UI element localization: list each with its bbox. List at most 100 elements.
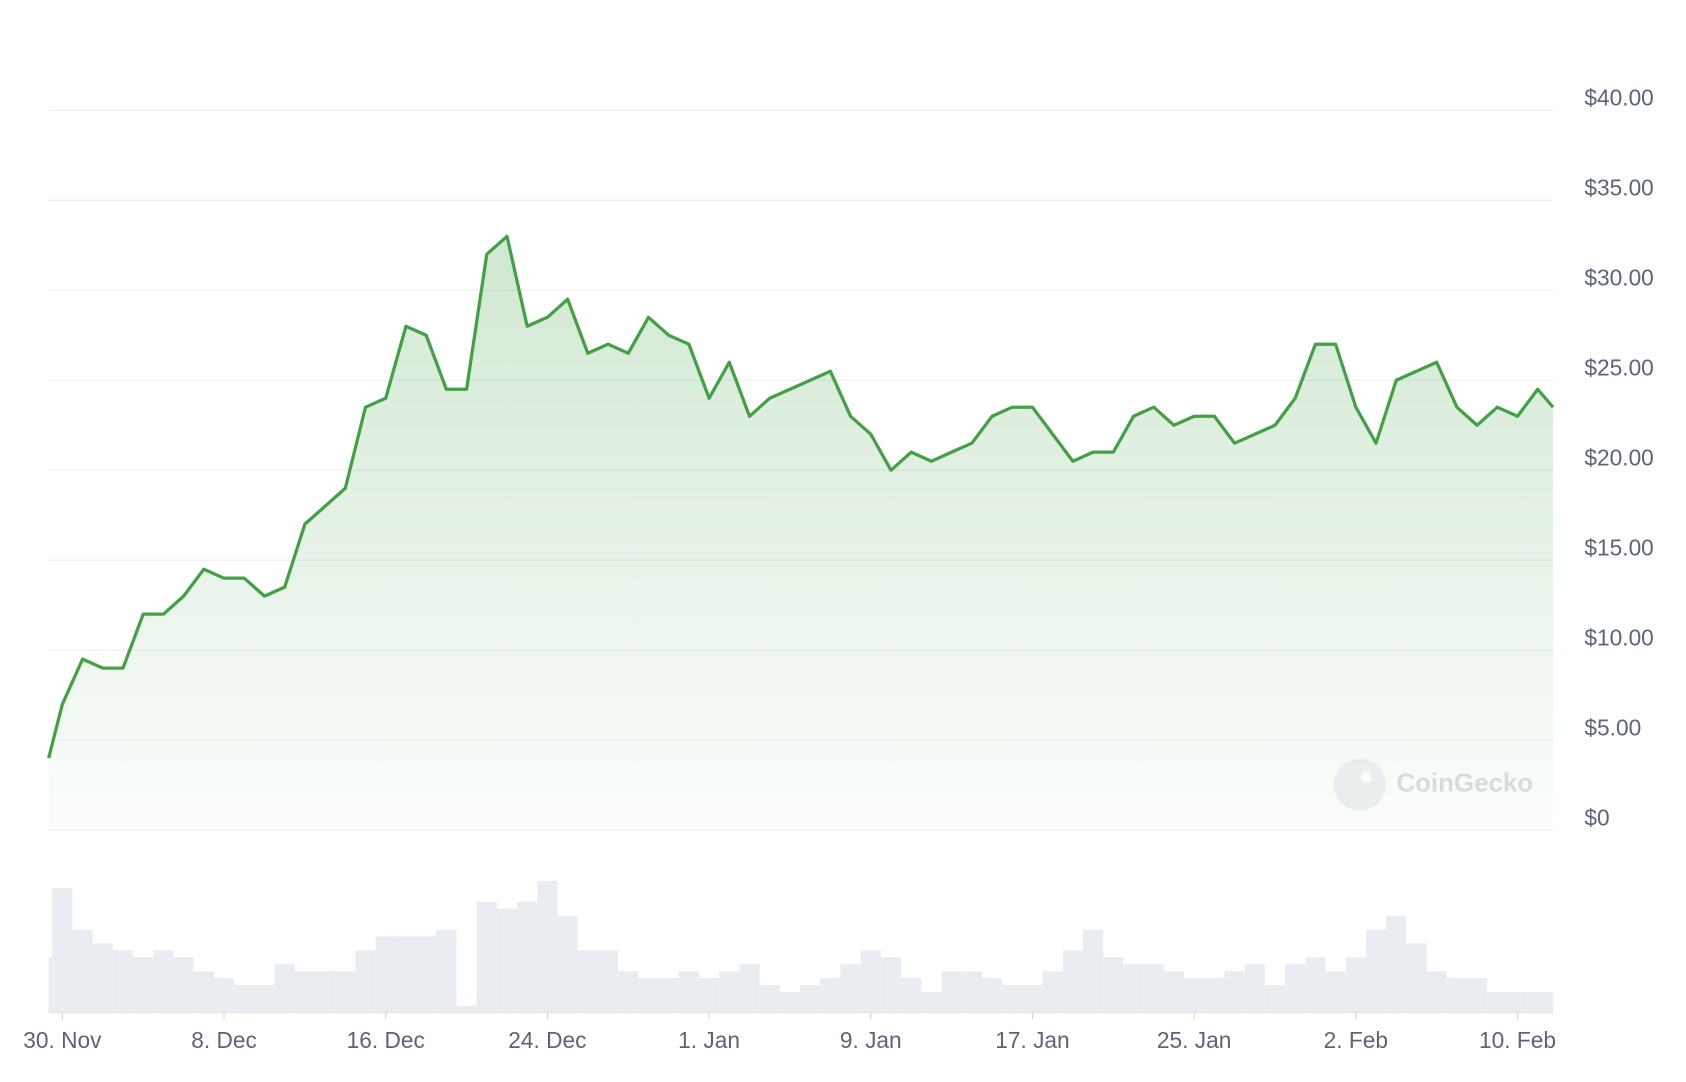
volume-bar [658,978,679,1013]
volume-bar [1042,971,1063,1013]
volume-bar [1345,957,1366,1013]
watermark-logo-eye [1360,771,1372,783]
x-tick-label: 25. Jan [1157,1027,1231,1053]
volume-bar [456,1005,477,1013]
y-tick-label: $20.00 [1584,444,1653,470]
y-tick-label: $40.00 [1584,85,1653,111]
y-tick-label: $25.00 [1584,354,1653,380]
volume-bar [638,978,659,1013]
watermark: CoinGecko [1333,758,1533,811]
volume-bar [618,971,639,1013]
x-tick-label: 2. Feb [1324,1027,1388,1053]
volume-bar [820,978,841,1013]
volume-bar [436,929,457,1013]
y-tick-label: $5.00 [1584,714,1641,740]
volume-bar [1487,991,1508,1013]
volume-bar [719,971,740,1013]
volume-bar [1542,991,1554,1013]
volume-bar [234,984,255,1013]
volume-bar [961,971,982,1013]
y-tick-label: $15.00 [1584,534,1653,560]
x-tick-label: 24. Dec [508,1027,586,1053]
volume-bar [1062,950,1083,1013]
volume-bar [840,964,861,1013]
volume-bar [1507,991,1528,1013]
volume-bar [517,901,538,1013]
volume-bar [739,964,760,1013]
volume-bar [1527,991,1548,1013]
volume-bar [193,971,214,1013]
volume-bar [254,984,275,1013]
volume-bar [1204,978,1225,1013]
volume-bar [537,880,558,1013]
volume-bar [557,915,578,1013]
volume-bar [1305,957,1326,1013]
volume-bar [941,971,962,1013]
volume-bar [901,978,922,1013]
y-tick-label: $30.00 [1584,264,1653,290]
volume-bar [274,964,295,1013]
volume-bar [880,957,902,1013]
volume-bar [1163,971,1185,1013]
volume-bar [1446,978,1467,1013]
volume-bar [395,936,417,1013]
y-tick-label: $10.00 [1584,624,1653,650]
y-tick-label: $0 [1584,804,1609,830]
volume-bar [779,991,801,1013]
watermark-text: CoinGecko [1396,770,1533,798]
volume-bar [335,971,356,1013]
volume-bar [698,978,720,1013]
volume-bar [1143,964,1164,1013]
volume-bar [213,978,235,1013]
volume-bar [1325,971,1346,1013]
volume-bar [1103,957,1124,1013]
volume-bar [294,971,315,1013]
volume-bar [375,936,396,1013]
volume-bar [1184,978,1205,1013]
x-tick-label: 17. Jan [995,1027,1069,1053]
x-tick-label: 30. Nov [23,1027,102,1053]
volume-bar [1264,984,1286,1013]
volume-bar [597,950,619,1013]
volume-bar [314,971,336,1013]
volume-bar [153,950,174,1013]
volume-bar [173,957,194,1013]
volume-bar [72,929,93,1013]
volume-bar [496,908,518,1013]
volume-bar [759,984,780,1013]
volume-bar [416,936,437,1013]
price-line [47,234,1555,759]
volume-bar [1406,943,1427,1013]
volume-bar [800,984,821,1013]
volume-bar [1082,929,1104,1013]
volume-bars [48,880,1554,1013]
x-tick-label: 9. Jan [840,1027,902,1053]
volume-bar [981,978,1003,1013]
volume-bar [678,971,699,1013]
x-tick-label: 8. Dec [191,1027,257,1053]
area [48,236,1554,831]
volume-bar [1123,964,1144,1013]
volume-bar [1365,929,1387,1013]
volume-bar [860,950,881,1013]
y-tick-label: $35.00 [1584,174,1653,200]
volume-bar [1285,964,1306,1013]
watermark-logo [1333,758,1386,811]
x-tick-label: 1. Jan [678,1027,740,1053]
volume-bar [133,957,154,1013]
x-tick-label: 10. Feb [1479,1027,1556,1053]
volume-bar [1466,978,1488,1013]
volume-bar [476,901,497,1013]
volume-bar [1224,971,1245,1013]
volume-bar [1386,915,1407,1013]
volume-bar [355,950,376,1013]
volume-bar [577,950,598,1013]
volume-bar [1002,984,1023,1013]
volume-bar [921,991,942,1013]
x-tick-label: 16. Dec [347,1027,425,1053]
volume-bar [1022,984,1043,1013]
volume-bar [92,943,113,1013]
volume-bar [52,887,73,1013]
